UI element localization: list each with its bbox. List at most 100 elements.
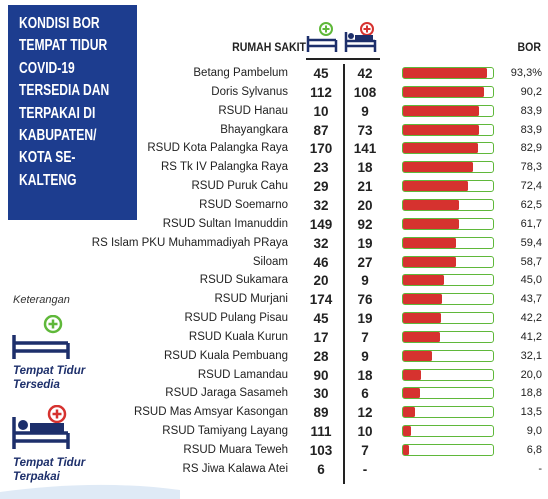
bor-bar	[403, 124, 479, 135]
table-row: RS Jiwa Kalawa Atei 6 - -	[0, 462, 548, 480]
title-line: KALTENG	[19, 171, 77, 189]
legend-used-text: Tempat Tidur Terpakai	[13, 456, 85, 484]
hospital-name: RSUD Muara Teweh	[183, 444, 288, 456]
bor-bar	[403, 199, 460, 210]
bor-bar	[403, 331, 441, 342]
legend-available-line2: Tersedia	[13, 379, 60, 391]
beds-available-value: 29	[313, 179, 329, 195]
hospital-name: RSUD Sukamara	[199, 274, 288, 287]
legend-used-line2: Terpakai	[13, 471, 60, 483]
bor-bar	[403, 294, 443, 305]
bor-value-label: 42,2	[520, 312, 542, 325]
bor-value-label: 6,8	[526, 444, 542, 456]
beds-used-value: 73	[357, 122, 373, 138]
beds-available-value: 30	[313, 386, 329, 402]
bor-bar-track	[402, 368, 494, 381]
bor-value-label: 13,5	[520, 406, 542, 419]
bor-bar-track	[402, 406, 494, 419]
beds-available-value: 89	[313, 405, 329, 421]
beds-available-value: 45	[313, 66, 329, 81]
bor-bar	[403, 426, 412, 437]
table-row: RS Tk IV Palangka Raya 23 18 78,3	[0, 160, 548, 178]
bor-bar-track	[402, 293, 494, 306]
bor-value-label: 83,9	[520, 104, 542, 117]
beds-used-value: 19	[357, 311, 373, 327]
bor-bar-track	[402, 236, 494, 249]
beds-available-value: 17	[313, 329, 329, 345]
table-row: RSUD Lamandau 90 18 20,0	[0, 368, 548, 386]
hospital-name: RS Jiwa Kalawa Atei	[182, 462, 288, 475]
bor-value-label: 45,0	[520, 274, 542, 287]
bor-bar-track	[402, 85, 494, 98]
bor-bar-track	[402, 123, 494, 136]
bor-value-label: 83,9	[520, 123, 542, 136]
beds-used-value: 19	[357, 235, 373, 251]
beds-available-value: 112	[310, 84, 332, 100]
hospital-name: RSUD Sultan Imanuddin	[162, 217, 288, 230]
bor-bar-track	[402, 444, 494, 456]
legend-available-line1: Tempat Tidur	[13, 365, 86, 377]
table-row: RSUD Kuala Kurun 17 7 41,2	[0, 330, 548, 348]
bor-value-label: 41,2	[520, 330, 542, 343]
title-line: COVID-19	[19, 59, 75, 77]
beds-used-value: -	[362, 461, 368, 477]
bor-bar-track	[402, 425, 494, 438]
hospital-name: Siloam	[252, 255, 288, 268]
bor-bar	[403, 181, 469, 192]
beds-used-value: 76	[357, 292, 373, 308]
hospital-name: RS Islam PKU Muhammadiyah PRaya	[91, 236, 288, 249]
beds-used-value: 7	[361, 443, 369, 458]
bor-bar-track	[402, 67, 494, 79]
bor-bar-track	[402, 180, 494, 193]
bor-bar	[403, 162, 474, 173]
beds-available-value: 46	[313, 254, 329, 270]
bor-bar-track	[402, 349, 494, 362]
beds-available-value: 87	[313, 122, 329, 138]
hospital-name: RSUD Soemarno	[199, 198, 288, 211]
bor-value-label: 18,8	[520, 387, 542, 400]
hospital-name: RSUD Murjani	[214, 293, 289, 306]
beds-used-value: 42	[357, 66, 373, 81]
beds-used-value: 9	[361, 273, 369, 289]
bor-value-label: 62,5	[520, 198, 542, 211]
bor-bar	[403, 275, 444, 286]
legend-label: Keterangan	[13, 294, 70, 306]
table-row: RSUD Hanau 10 9 83,9	[0, 104, 548, 122]
bor-value-label: 90,2	[520, 85, 542, 98]
hospital-name: RSUD Mas Amsyar Kasongan	[133, 406, 288, 419]
bor-bar	[403, 218, 459, 229]
beds-used-value: 6	[361, 386, 369, 402]
hospital-name: RSUD Lamandau	[197, 368, 288, 381]
table-row: RSUD Kuala Pembuang 28 9 32,1	[0, 349, 548, 367]
beds-available-value: 32	[313, 235, 329, 251]
header-hospital: RUMAH SAKIT	[232, 40, 306, 54]
patient-bed-icon	[12, 405, 70, 449]
title-line: KABUPATEN/	[19, 127, 97, 145]
table-row: RS Islam PKU Muhammadiyah PRaya 32 19 59,4	[0, 236, 548, 254]
bor-bar	[403, 388, 420, 399]
hospital-name: RSUD Puruk Cahu	[191, 180, 288, 193]
title-line: TEMPAT TIDUR	[19, 37, 108, 55]
beds-used-value: 12	[357, 405, 373, 421]
table-row: RSUD Murjani 174 76 43,7	[0, 292, 548, 310]
table-row: Bhayangkara 87 73 83,9	[0, 123, 548, 141]
table-row: Doris Sylvanus 112 108 90,2	[0, 85, 548, 103]
bor-value-label: 58,7	[520, 255, 542, 268]
hospital-name: RSUD Pulang Pisau	[184, 312, 288, 325]
bor-bar-track	[402, 161, 494, 174]
beds-used-value: 20	[357, 197, 373, 213]
hospital-name: Betang Pambelum	[193, 67, 288, 79]
beds-used-value: 141	[353, 141, 377, 157]
beds-used-value: 18	[357, 367, 373, 383]
table-row: Siloam 46 27 58,7	[0, 255, 548, 273]
bor-bar	[403, 237, 457, 248]
bor-bar-track	[402, 330, 494, 343]
title-line: TERPAKAI DI	[19, 104, 96, 122]
bor-value-label: 43,7	[520, 293, 542, 306]
beds-used-value: 7	[361, 329, 369, 345]
bor-bar	[403, 350, 432, 361]
bor-value-label: 72,4	[520, 180, 542, 193]
table-row: RSUD Sukamara 20 9 45,0	[0, 273, 548, 291]
legend-used-line1: Tempat Tidur	[13, 457, 86, 469]
bor-value-label: 59,4	[520, 236, 542, 249]
